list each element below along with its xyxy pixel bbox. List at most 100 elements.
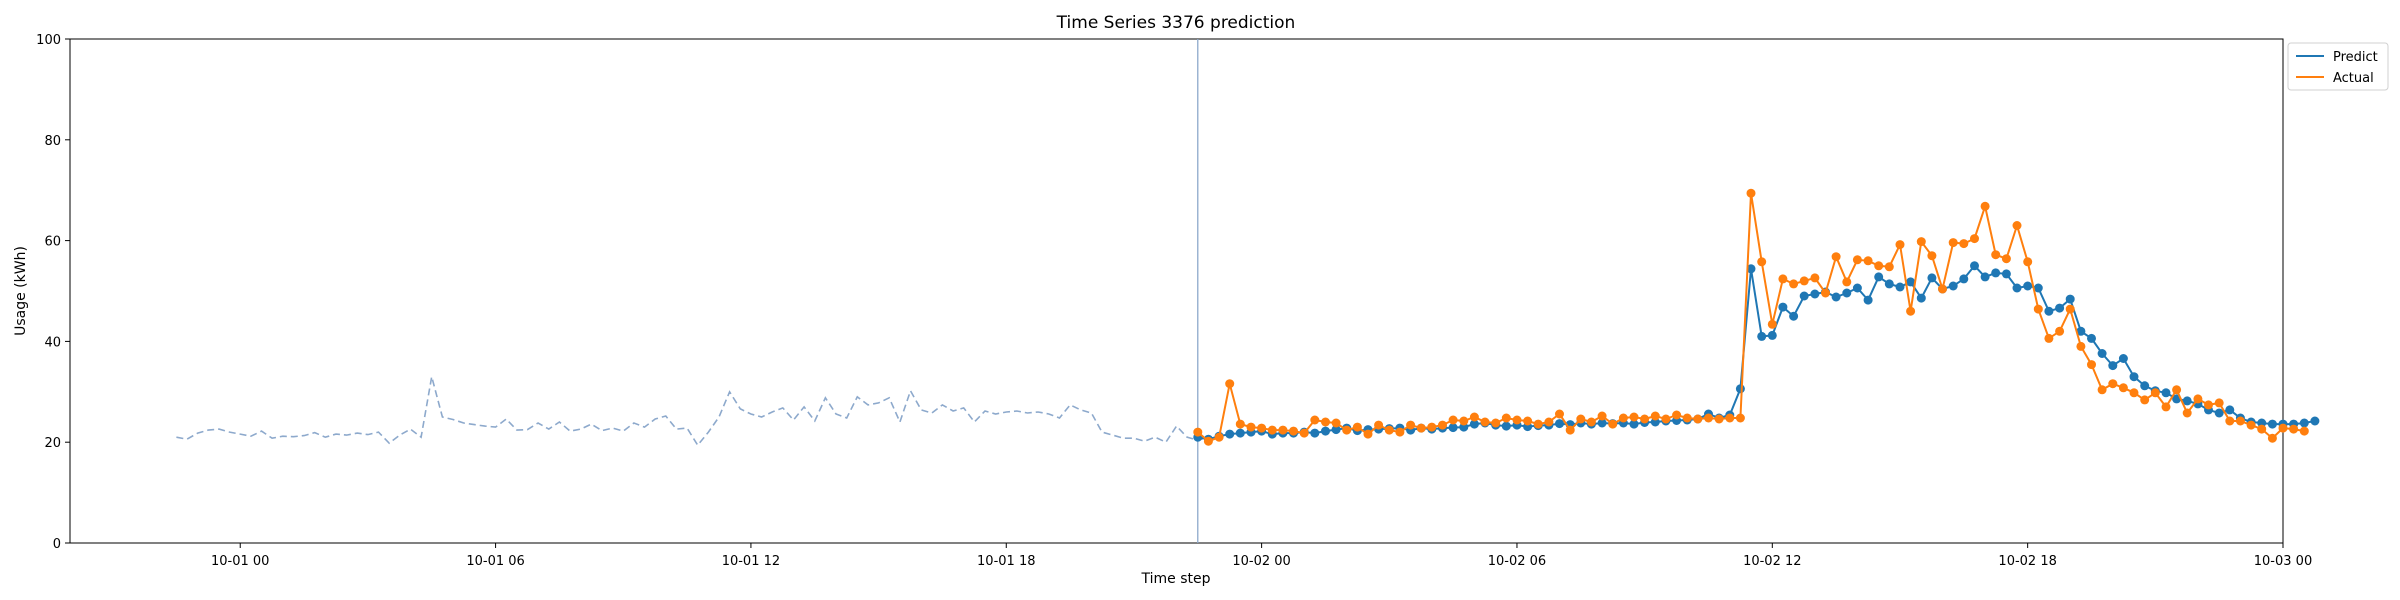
x-tick-label: 10-02 12: [1743, 554, 1801, 569]
predict-point: [2225, 405, 2235, 415]
actual-point: [2076, 341, 2086, 351]
y-axis-title: Usage (kWh): [13, 246, 29, 336]
predict-point: [1555, 419, 1564, 429]
actual-point: [1427, 422, 1437, 432]
actual-point: [1821, 288, 1830, 298]
actual-point: [2140, 395, 2150, 405]
predict-point: [1310, 428, 1320, 438]
predict-point: [1852, 283, 1862, 293]
predict-point: [2023, 281, 2033, 291]
actual-point: [1778, 274, 1788, 284]
actual-point: [1884, 262, 1894, 272]
actual-point: [1310, 415, 1320, 425]
x-tick-label: 10-02 06: [1488, 554, 1546, 569]
predict-point: [2055, 303, 2065, 313]
actual-point: [2246, 420, 2256, 430]
actual-point: [1597, 411, 1607, 421]
predict-point: [2140, 381, 2150, 391]
actual-point: [2235, 416, 2245, 426]
actual-point: [1948, 238, 1958, 248]
actual-point: [1618, 413, 1628, 423]
actual-point: [1863, 256, 1873, 266]
actual-point: [2118, 383, 2128, 393]
predict-point: [2118, 354, 2128, 363]
x-tick-label: 10-02 00: [1232, 554, 1290, 569]
legend-box: [2287, 42, 2389, 91]
predict-point: [2129, 372, 2139, 382]
actual-point: [1895, 240, 1905, 250]
predict-point: [2161, 388, 2171, 398]
actual-point: [1608, 419, 1618, 429]
actual-point: [1267, 425, 1277, 435]
actual-point: [1704, 413, 1713, 423]
predict-line: [1197, 264, 2316, 441]
actual-point: [1980, 201, 1990, 211]
actual-point: [2044, 333, 2054, 343]
y-tick-label: 80: [44, 134, 61, 149]
predict-point: [1597, 418, 1607, 428]
actual-point: [1289, 426, 1298, 436]
actual-point: [1906, 306, 1916, 316]
actual-point: [1523, 416, 1533, 426]
actual-point: [1735, 413, 1745, 423]
x-tick-label: 10-03 00: [2254, 554, 2312, 569]
actual-point: [1629, 412, 1639, 422]
predict-point: [1331, 425, 1341, 435]
actual-point: [2097, 385, 2107, 395]
actual-point: [1991, 250, 2001, 260]
predict-point: [1831, 292, 1841, 302]
actual-line: [1197, 193, 2305, 443]
actual-point: [1789, 279, 1799, 289]
predict-point: [1235, 428, 1245, 438]
predict-point: [1757, 331, 1767, 341]
actual-point: [2299, 426, 2309, 436]
predict-point: [1735, 384, 1745, 394]
actual-point: [2278, 423, 2288, 433]
actual-point: [1682, 413, 1692, 423]
actual-point: [2033, 304, 2043, 314]
predict-point: [1970, 261, 1979, 271]
predict-point: [1948, 281, 1958, 291]
x-axis-title: Time step: [1141, 571, 1211, 587]
predict-point: [1959, 274, 1969, 284]
actual-point: [1533, 419, 1543, 429]
actual-point: [1512, 415, 1522, 425]
predict-point: [2044, 306, 2054, 316]
predict-point: [2001, 269, 2011, 279]
actual-point: [1757, 257, 1767, 267]
actual-point: [2182, 408, 2192, 418]
actual-point: [2289, 424, 2299, 434]
actual-point: [1842, 277, 1852, 287]
actual-point: [1491, 418, 1501, 428]
predict-point: [2267, 419, 2277, 429]
predict-point: [1501, 421, 1511, 431]
actual-point: [1416, 423, 1426, 433]
predict-point: [1842, 288, 1852, 298]
actual-point: [2129, 388, 2139, 398]
x-tick-label: 10-01 06: [466, 554, 524, 569]
actual-point: [1693, 414, 1703, 424]
actual-point: [1193, 427, 1203, 437]
predict-point: [1884, 279, 1894, 289]
predict-point: [2310, 416, 2320, 426]
x-tick-label: 10-02 18: [1998, 554, 2056, 569]
actual-point: [2023, 257, 2033, 267]
predict-point: [1980, 272, 1990, 282]
actual-point: [1831, 252, 1841, 262]
actual-point: [1650, 411, 1660, 421]
y-tick-label: 60: [44, 235, 61, 250]
x-tick-label: 10-01 18: [977, 554, 1035, 569]
x-tick-label: 10-01 00: [211, 554, 269, 569]
actual-point: [1342, 425, 1352, 435]
predict-point: [2065, 294, 2075, 304]
actual-point: [1406, 420, 1416, 430]
predict-point: [2033, 283, 2043, 293]
actual-point: [1672, 410, 1682, 420]
actual-point: [1246, 422, 1256, 432]
actual-point: [1363, 429, 1373, 439]
actual-point: [1916, 237, 1926, 247]
actual-point: [1576, 414, 1586, 424]
predict-point: [2097, 349, 2107, 358]
actual-point: [1384, 425, 1394, 435]
